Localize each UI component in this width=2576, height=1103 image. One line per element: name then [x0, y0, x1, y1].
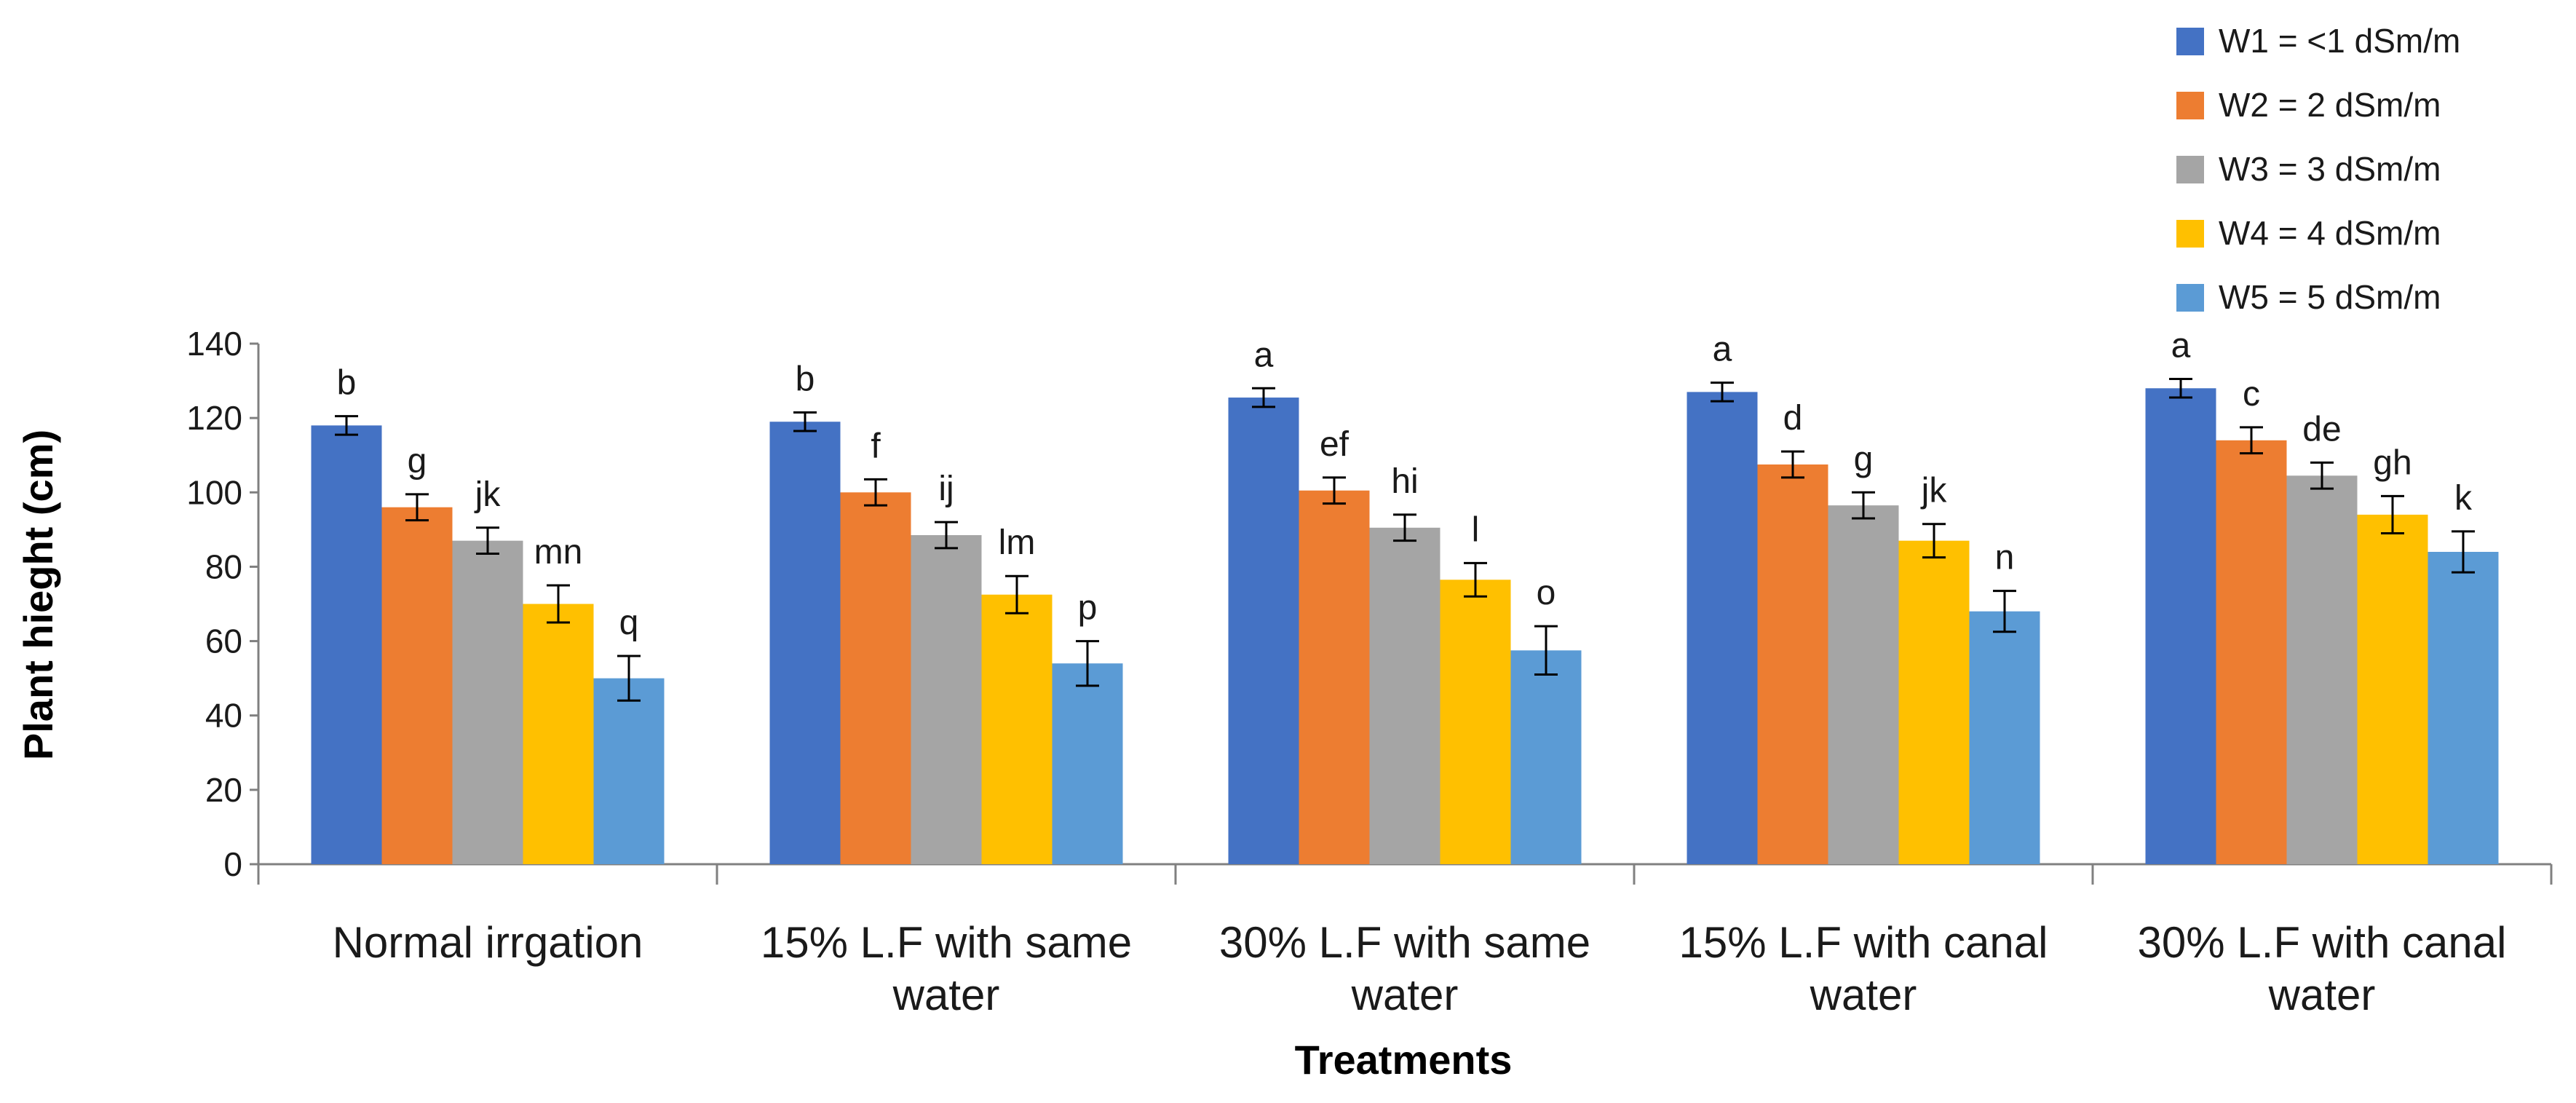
- bar: [2428, 552, 2499, 864]
- legend-label: W5 = 5 dSm/m: [2219, 278, 2441, 316]
- significance-label: hi: [1391, 462, 1418, 501]
- y-tick-label: 140: [186, 325, 242, 363]
- bar: [981, 594, 1053, 864]
- bar: [911, 535, 982, 864]
- legend-label: W4 = 4 dSm/m: [2219, 214, 2441, 252]
- significance-label: l: [1472, 510, 1480, 549]
- category-label: water: [1351, 970, 1459, 1019]
- legend-label: W1 = <1 dSm/m: [2219, 22, 2460, 60]
- bar: [2216, 440, 2287, 864]
- y-tick-label: 20: [205, 771, 242, 809]
- bar: [2145, 388, 2216, 864]
- y-tick-label: 60: [205, 622, 242, 660]
- bar: [1828, 505, 1899, 864]
- bar: [1510, 650, 1582, 864]
- legend-swatch: [2176, 92, 2204, 119]
- significance-label: d: [1783, 399, 1803, 438]
- significance-label: a: [1713, 331, 1732, 369]
- significance-label: gh: [2373, 443, 2411, 482]
- significance-label: b: [796, 360, 815, 398]
- bars-group: b b a a a g f ef d c jk ij hi g de mn lm l jk gh q p o n k: [311, 327, 2499, 864]
- bar: [1052, 663, 1123, 864]
- x-axis-title: Treatments: [1295, 1037, 1513, 1083]
- significance-label: de: [2302, 410, 2341, 448]
- significance-label: jk: [474, 475, 502, 514]
- y-tick-label: 80: [205, 547, 242, 585]
- category-label: water: [1810, 970, 1917, 1019]
- bar: [1757, 464, 1828, 864]
- significance-label: f: [871, 427, 881, 465]
- significance-label: a: [1254, 336, 1274, 374]
- legend-swatch: [2176, 28, 2204, 55]
- bar: [769, 422, 841, 864]
- legend: W1 = <1 dSm/m W2 = 2 dSm/m W3 = 3 dSm/m W4 …: [2176, 22, 2460, 316]
- bar: [593, 678, 665, 864]
- bar: [1687, 392, 1758, 864]
- bar: [2357, 514, 2428, 864]
- bar: [1898, 540, 1970, 864]
- legend-label: W2 = 2 dSm/m: [2219, 86, 2441, 124]
- bar: [311, 425, 382, 864]
- y-tick-label: 100: [186, 473, 242, 511]
- significance-label: mn: [534, 533, 583, 572]
- significance-label: ef: [1320, 425, 1350, 464]
- legend-label: W3 = 3 dSm/m: [2219, 150, 2441, 188]
- significance-label: b: [337, 364, 357, 403]
- bar: [1969, 611, 2040, 864]
- significance-label: c: [2243, 375, 2260, 414]
- significance-label: n: [1995, 539, 2015, 577]
- category-label: 15% L.F with same: [761, 918, 1132, 967]
- significance-label: p: [1078, 589, 1098, 628]
- bar: [452, 540, 523, 864]
- y-axis: 0 20 40 60 80 100 120 140: [186, 325, 260, 883]
- y-tick-label: 40: [205, 697, 242, 735]
- category-label: 30% L.F with canal: [2138, 918, 2507, 967]
- category-label: 15% L.F with canal: [1679, 918, 2048, 967]
- legend-swatch: [2176, 220, 2204, 248]
- significance-label: o: [1537, 574, 1556, 612]
- significance-label: q: [619, 604, 639, 642]
- bar: [1440, 580, 1511, 864]
- bar: [840, 492, 911, 864]
- category-label: Normal irrgation: [333, 918, 643, 967]
- bar: [1228, 398, 1299, 864]
- significance-label: k: [2454, 479, 2473, 518]
- significance-label: ij: [938, 470, 954, 508]
- category-label: 30% L.F with same: [1219, 918, 1590, 967]
- legend-swatch: [2176, 156, 2204, 183]
- y-tick-label: 120: [186, 399, 242, 437]
- bar: [1299, 490, 1370, 864]
- significance-label: jk: [1920, 472, 1948, 510]
- significance-label: g: [408, 442, 427, 481]
- y-tick-label: 0: [223, 845, 242, 883]
- x-axis: Normal irrgation 15% L.F with samewater30…: [257, 863, 2553, 1019]
- y-axis-title: Plant hieght (cm): [15, 430, 61, 760]
- category-label: water: [892, 970, 1000, 1019]
- bar: [1369, 527, 1440, 864]
- significance-label: g: [1854, 440, 1874, 478]
- legend-swatch: [2176, 284, 2204, 312]
- bar: [381, 507, 453, 864]
- significance-label: lm: [999, 523, 1036, 562]
- bar: [523, 604, 594, 864]
- significance-label: a: [2171, 327, 2191, 365]
- bar: [2286, 475, 2358, 864]
- category-label: water: [2268, 970, 2376, 1019]
